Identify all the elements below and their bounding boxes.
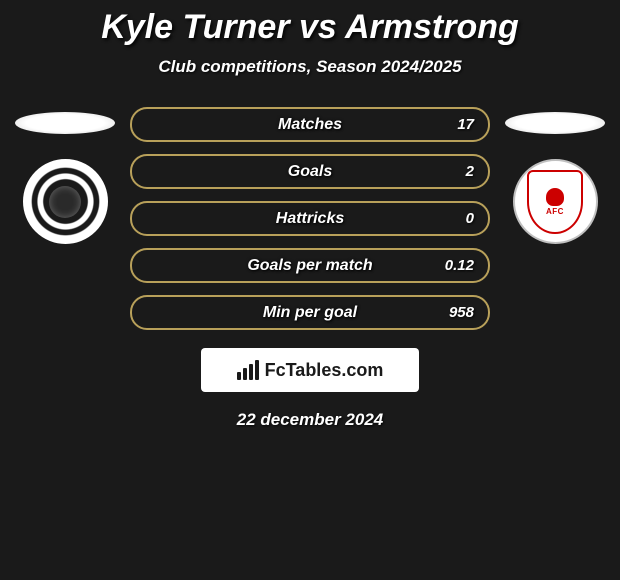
club-badge-right-shield: AFC bbox=[527, 170, 583, 234]
club-badge-right-text: AFC bbox=[546, 207, 564, 216]
stat-label: Goals per match bbox=[247, 257, 372, 275]
stats-column: Matches 17 Goals 2 Hattricks 0 Goals per… bbox=[130, 107, 490, 330]
stat-row-min-per-goal: Min per goal 958 bbox=[130, 295, 490, 330]
branding-link[interactable]: FcTables.com bbox=[201, 348, 419, 392]
stat-value-right: 2 bbox=[466, 163, 474, 180]
page-subtitle: Club competitions, Season 2024/2025 bbox=[0, 57, 620, 77]
comparison-widget: Kyle Turner vs Armstrong Club competitio… bbox=[0, 0, 620, 430]
main-row: Matches 17 Goals 2 Hattricks 0 Goals per… bbox=[0, 107, 620, 330]
stat-value-right: 0 bbox=[466, 210, 474, 227]
bar-chart-icon bbox=[237, 360, 259, 380]
stat-label: Hattricks bbox=[276, 210, 344, 228]
footer-date: 22 december 2024 bbox=[0, 410, 620, 430]
club-badge-right[interactable]: AFC bbox=[513, 159, 598, 244]
stat-row-hattricks: Hattricks 0 bbox=[130, 201, 490, 236]
branding-text: FcTables.com bbox=[265, 360, 384, 381]
stat-row-goals-per-match: Goals per match 0.12 bbox=[130, 248, 490, 283]
club-badge-left[interactable] bbox=[23, 159, 108, 244]
stat-value-right: 0.12 bbox=[445, 257, 474, 274]
stat-label: Matches bbox=[278, 116, 342, 134]
stat-value-right: 958 bbox=[449, 304, 474, 321]
stat-row-goals: Goals 2 bbox=[130, 154, 490, 189]
stat-value-right: 17 bbox=[457, 116, 474, 133]
stat-row-matches: Matches 17 bbox=[130, 107, 490, 142]
player-right-placeholder bbox=[505, 112, 605, 134]
player-left-placeholder bbox=[15, 112, 115, 134]
stat-label: Min per goal bbox=[263, 304, 357, 322]
left-column bbox=[10, 107, 120, 244]
page-title: Kyle Turner vs Armstrong bbox=[0, 8, 620, 47]
right-column: AFC bbox=[500, 107, 610, 244]
stat-label: Goals bbox=[288, 163, 332, 181]
